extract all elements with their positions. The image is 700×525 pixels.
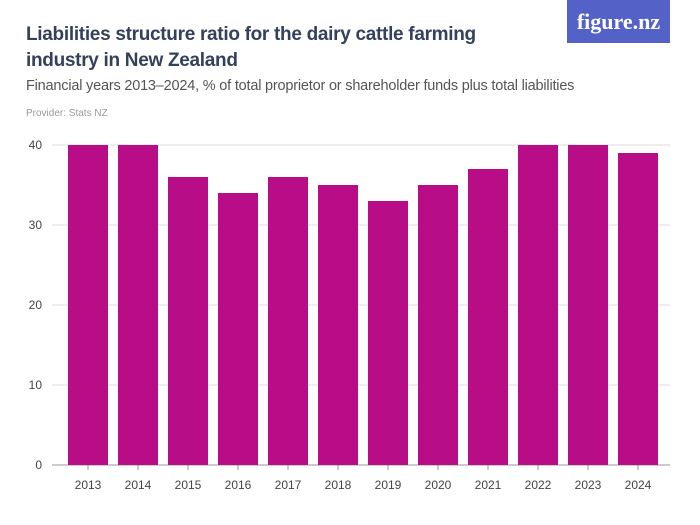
chart-subtitle: Financial years 2013–2024, % of total pr… (26, 78, 575, 94)
bar (218, 193, 258, 465)
x-tick-label: 2023 (575, 478, 602, 492)
bar (368, 201, 408, 465)
bar (68, 145, 108, 465)
bar (418, 185, 458, 465)
provider-label: Provider: Stats NZ (26, 108, 108, 119)
bar (568, 145, 608, 465)
y-tick-label: 30 (29, 218, 43, 232)
x-tick-label: 2017 (275, 478, 302, 492)
x-tick-label: 2022 (525, 478, 552, 492)
x-tick-label: 2021 (475, 478, 502, 492)
y-tick-label: 0 (35, 458, 42, 472)
y-tick-label: 10 (29, 378, 43, 392)
x-tick-label: 2019 (375, 478, 402, 492)
x-tick-label: 2015 (175, 478, 202, 492)
x-tick-label: 2014 (125, 478, 152, 492)
bar (468, 169, 508, 465)
x-tick-label: 2024 (625, 478, 652, 492)
figure-nz-logo[interactable]: figure.nz (567, 0, 670, 43)
bar (518, 145, 558, 465)
x-tick-label: 2013 (75, 478, 102, 492)
bar (168, 177, 208, 465)
bar (268, 177, 308, 465)
x-tick-label: 2016 (225, 478, 252, 492)
bar (318, 185, 358, 465)
x-tick-label: 2020 (425, 478, 452, 492)
bar (618, 153, 658, 465)
x-tick-label: 2018 (325, 478, 352, 492)
y-tick-label: 40 (29, 138, 43, 152)
bar (118, 145, 158, 465)
chart-title: Liabilities structure ratio for the dair… (26, 24, 476, 71)
y-tick-label: 20 (29, 298, 43, 312)
